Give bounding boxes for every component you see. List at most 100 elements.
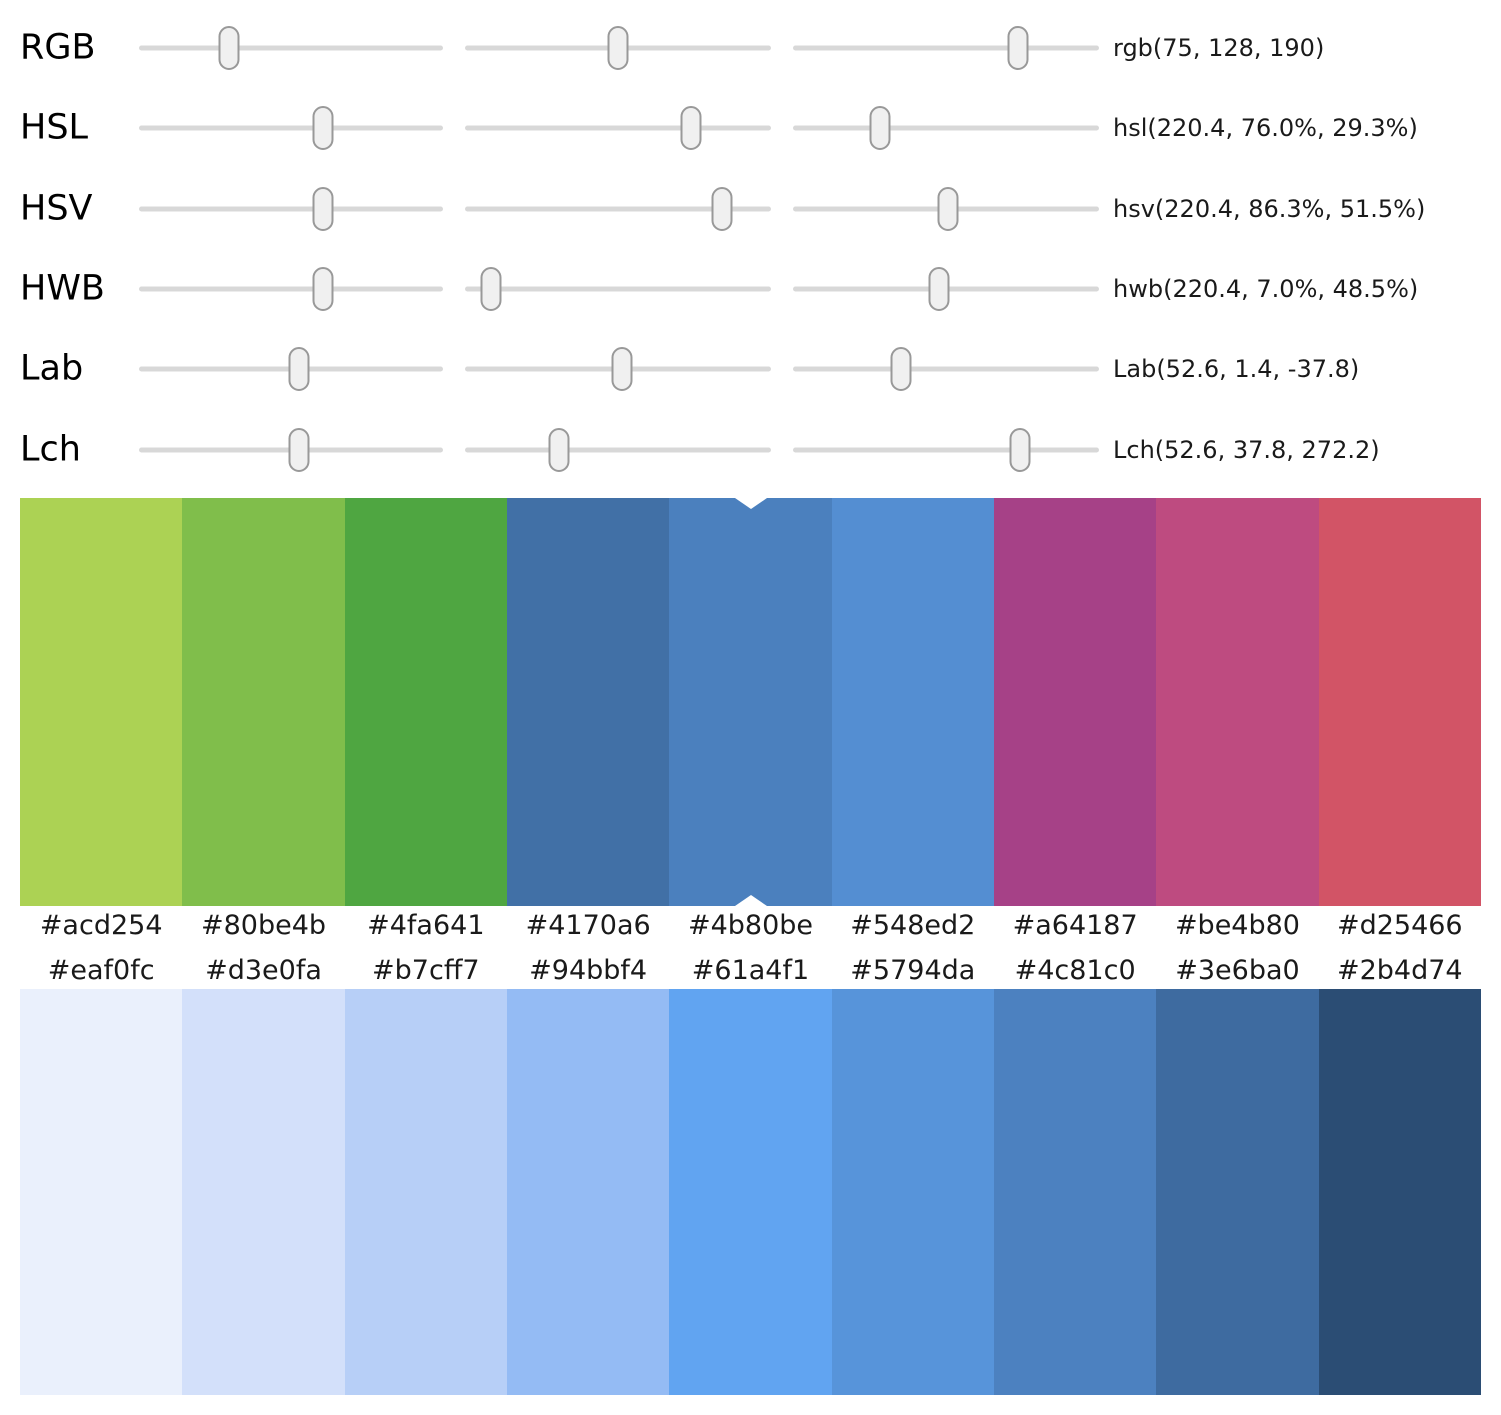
color-swatch[interactable] xyxy=(506,989,670,1395)
color-swatch[interactable] xyxy=(1318,498,1481,906)
slider-thumb[interactable] xyxy=(890,347,912,392)
color-model-label: Lab xyxy=(20,348,84,389)
slider-thumb[interactable] xyxy=(218,26,240,70)
slider-track[interactable] xyxy=(793,366,1099,372)
slider-channel-2[interactable] xyxy=(465,88,771,168)
slider-channel-3[interactable] xyxy=(793,8,1099,88)
slider-row: HWB hwb(220.4, 7.0%, 48.5%) xyxy=(0,249,1501,329)
hex-code-label: #be4b80 xyxy=(1174,909,1300,941)
hex-code-label: #94bbf4 xyxy=(529,954,648,986)
slider-thumb[interactable] xyxy=(288,347,310,392)
slider-thumb[interactable] xyxy=(607,26,629,70)
color-model-label: HWB xyxy=(20,268,105,309)
slider-track[interactable] xyxy=(465,286,771,292)
slider-thumb[interactable] xyxy=(548,427,570,472)
hex-code-label: #2b4d74 xyxy=(1336,954,1463,986)
lightness-hex-labels: #eaf0fc #d3e0fa #b7cff7 #94bbf4 #61a4f1 #5794… xyxy=(20,948,1481,992)
slider-track[interactable] xyxy=(465,125,771,131)
hex-code-label: #61a4f1 xyxy=(691,954,810,986)
hex-code-label: #a64187 xyxy=(1012,909,1138,941)
slider-row: HSV hsv(220.4, 86.3%, 51.5%) xyxy=(0,169,1501,249)
color-swatch[interactable] xyxy=(669,989,832,1395)
slider-channel-3[interactable] xyxy=(793,88,1099,168)
slider-thumb[interactable] xyxy=(1007,26,1029,70)
color-swatch[interactable] xyxy=(182,989,345,1395)
color-value-text: rgb(75, 128, 190) xyxy=(1113,34,1325,62)
color-value-text: hwb(220.4, 7.0%, 48.5%) xyxy=(1113,274,1419,303)
slider-thumb[interactable] xyxy=(312,266,334,311)
slider-track[interactable] xyxy=(465,206,771,212)
color-value-text: Lab(52.6, 1.4, -37.8) xyxy=(1113,355,1360,384)
slider-thumb[interactable] xyxy=(928,266,950,311)
hex-code-label: #80be4b xyxy=(200,909,327,941)
color-swatch[interactable] xyxy=(993,498,1157,906)
hex-code-label: #d25466 xyxy=(1336,909,1463,941)
slider-channel-2[interactable] xyxy=(465,329,771,409)
slider-row: HSL hsl(220.4, 76.0%, 29.3%) xyxy=(0,88,1501,168)
slider-thumb[interactable] xyxy=(312,186,334,231)
slider-channel-1[interactable] xyxy=(139,410,443,490)
slider-channel-1[interactable] xyxy=(139,249,443,329)
slider-channel-3[interactable] xyxy=(793,249,1099,329)
slider-channel-1[interactable] xyxy=(139,88,443,168)
color-swatch[interactable] xyxy=(344,498,507,906)
slider-track[interactable] xyxy=(793,125,1099,131)
color-swatch[interactable] xyxy=(1156,498,1319,906)
slider-channel-2[interactable] xyxy=(465,8,771,88)
slider-track[interactable] xyxy=(793,447,1099,452)
slider-thumb[interactable] xyxy=(937,186,959,231)
hex-code-label: #3e6ba0 xyxy=(1175,954,1300,986)
color-swatch[interactable] xyxy=(506,498,670,906)
color-swatch[interactable] xyxy=(993,989,1157,1395)
color-model-label: HSL xyxy=(20,107,89,148)
slider-track[interactable] xyxy=(139,125,443,131)
slider-row: Lch Lch(52.6, 37.8, 272.2) xyxy=(0,410,1501,490)
hex-code-label: #b7cff7 xyxy=(372,954,480,986)
color-swatch[interactable] xyxy=(344,989,507,1395)
hue-palette xyxy=(20,498,1481,906)
color-swatch[interactable] xyxy=(20,498,183,906)
hex-code-label: #4c81c0 xyxy=(1014,954,1136,986)
slider-channel-2[interactable] xyxy=(465,249,771,329)
slider-track[interactable] xyxy=(465,447,771,452)
slider-thumb[interactable] xyxy=(611,347,633,392)
hex-code-label: #acd254 xyxy=(39,909,163,941)
selected-swatch-notch-bottom xyxy=(734,895,767,906)
slider-channel-2[interactable] xyxy=(465,410,771,490)
color-value-text: hsv(220.4, 86.3%, 51.5%) xyxy=(1113,194,1426,223)
slider-channel-1[interactable] xyxy=(139,169,443,249)
color-model-label: Lch xyxy=(20,429,81,469)
color-swatch[interactable] xyxy=(1156,989,1319,1395)
slider-track[interactable] xyxy=(139,45,443,51)
color-swatch[interactable] xyxy=(669,498,832,906)
slider-channel-3[interactable] xyxy=(793,169,1099,249)
color-swatch[interactable] xyxy=(831,498,994,906)
slider-channel-3[interactable] xyxy=(793,410,1099,490)
slider-thumb[interactable] xyxy=(711,186,733,231)
color-swatch[interactable] xyxy=(831,989,994,1395)
selected-swatch-notch-top xyxy=(734,498,767,509)
slider-row: Lab Lab(52.6, 1.4, -37.8) xyxy=(0,329,1501,409)
color-swatch[interactable] xyxy=(1318,989,1481,1395)
hex-code-label: #d3e0fa xyxy=(205,954,322,986)
slider-track[interactable] xyxy=(139,206,443,212)
slider-thumb[interactable] xyxy=(288,427,310,472)
slider-thumb[interactable] xyxy=(480,266,502,311)
slider-channel-2[interactable] xyxy=(465,169,771,249)
color-swatch[interactable] xyxy=(20,989,183,1395)
slider-track[interactable] xyxy=(139,286,443,292)
color-swatch[interactable] xyxy=(182,498,345,906)
color-model-label: HSV xyxy=(20,188,93,229)
slider-thumb[interactable] xyxy=(1009,427,1031,472)
slider-channel-1[interactable] xyxy=(139,329,443,409)
slider-channel-3[interactable] xyxy=(793,329,1099,409)
hex-code-label: #4170a6 xyxy=(525,909,651,941)
hex-code-label: #548ed2 xyxy=(850,909,976,941)
slider-track[interactable] xyxy=(793,45,1099,51)
slider-channel-1[interactable] xyxy=(139,8,443,88)
slider-row: RGB rgb(75, 128, 190) xyxy=(0,8,1501,88)
slider-thumb[interactable] xyxy=(869,106,891,151)
slider-thumb[interactable] xyxy=(680,106,702,151)
slider-thumb[interactable] xyxy=(312,106,334,151)
